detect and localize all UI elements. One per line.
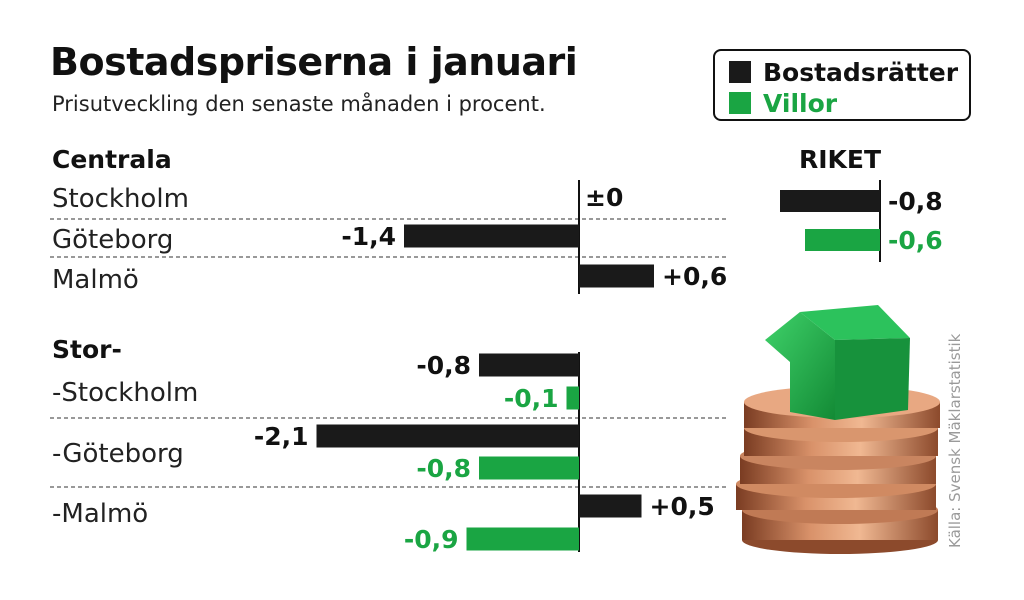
bar-malm-bostadsr-tter: [579, 494, 642, 518]
category-label-stockholm: -Stockholm: [52, 378, 198, 408]
category-label-g-teborg: Göteborg: [52, 225, 173, 255]
legend-label-bostadsratter: Bostadsrätter: [763, 57, 959, 87]
legend: Bostadsrätter Villor: [713, 49, 971, 121]
value-label-stockholm-bostadsr-tter: -0,8: [416, 351, 471, 380]
riket-bar-villor: [805, 229, 880, 251]
category-label-malm: -Malmö: [52, 499, 148, 529]
value-label-g-teborg-villor: -0,8: [416, 454, 471, 483]
legend-item-villor: Villor: [729, 88, 837, 118]
legend-label-villor: Villor: [763, 88, 838, 118]
bar-g-teborg-bostadsr-tter: [404, 224, 579, 248]
legend-item-bostadsratter: Bostadsrätter: [729, 57, 958, 87]
bar-malm-bostadsr-tter: [579, 264, 654, 288]
legend-swatch-villor: [729, 92, 751, 114]
bar-g-teborg-villor: [479, 456, 579, 480]
legend-swatch-bostadsratter: [729, 61, 751, 83]
value-label-g-teborg-bostadsr-tter: -2,1: [254, 422, 309, 451]
bar-stockholm-villor: [566, 386, 579, 410]
value-label-stockholm-bostadsr-tter: ±0: [585, 183, 623, 212]
value-label-stockholm-villor: -0,1: [504, 384, 559, 413]
chart-title: Bostadspriserna i januari: [50, 40, 578, 84]
section-heading-stor: Stor-: [52, 335, 122, 364]
value-label-malm-bostadsr-tter: +0,5: [650, 492, 715, 521]
section-heading-centrala: Centrala: [52, 145, 172, 174]
category-label-g-teborg: -Göteborg: [52, 439, 184, 469]
value-label-malm-villor: -0,9: [404, 525, 459, 554]
riket-value-label-bostadsr-tter: -0,8: [888, 187, 943, 216]
category-label-stockholm: Stockholm: [52, 184, 189, 214]
value-label-g-teborg-bostadsr-tter: -1,4: [341, 222, 396, 251]
riket-heading: RIKET: [799, 145, 881, 174]
value-label-malm-bostadsr-tter: +0,6: [662, 262, 727, 291]
bar-stockholm-bostadsr-tter: [479, 353, 579, 377]
bar-malm-villor: [466, 527, 579, 551]
category-label-malm: Malmö: [52, 265, 139, 295]
chart-subtitle: Prisutveckling den senaste månaden i pro…: [52, 92, 546, 116]
riket-value-label-villor: -0,6: [888, 226, 943, 255]
bar-g-teborg-bostadsr-tter: [316, 424, 579, 448]
riket-bar-bostadsr-tter: [780, 190, 880, 212]
source-note: Källa: Svensk Mäklarstatistik: [946, 333, 964, 548]
coin-house-illustration: [736, 305, 940, 554]
